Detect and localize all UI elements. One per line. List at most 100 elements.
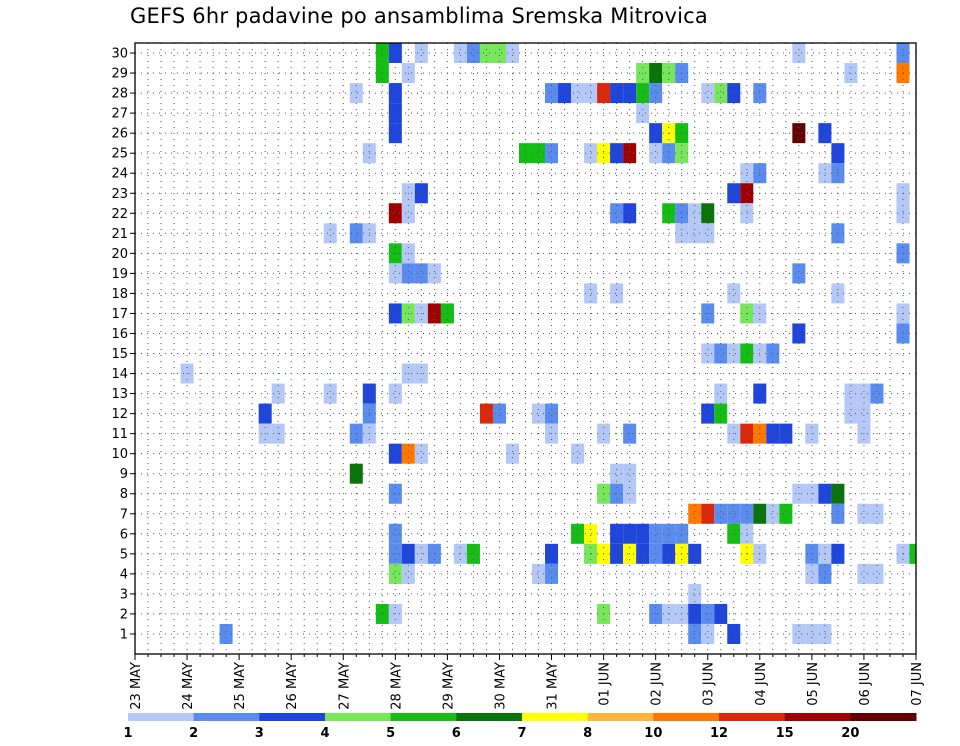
heatmap-cell — [532, 143, 546, 164]
x-tick-label: 26 MAY — [285, 662, 300, 710]
heatmap-cell — [323, 223, 337, 244]
colorbar-swatch — [193, 713, 260, 721]
heatmap-cell — [701, 83, 715, 104]
heatmap-cell — [636, 523, 650, 544]
colorbar-label: 1 — [123, 726, 132, 741]
colorbar-label: 12 — [710, 726, 728, 741]
colorbar-label: 15 — [776, 726, 794, 741]
heatmap-cell — [896, 203, 910, 224]
x-tick-label: 31 MAY — [546, 662, 561, 710]
heatmap-cell — [766, 343, 780, 364]
y-tick-label: 30 — [111, 47, 128, 62]
heatmap-cell — [388, 523, 402, 544]
heatmap-cell — [818, 623, 832, 644]
y-tick-label: 10 — [111, 447, 128, 462]
heatmap-cell — [349, 223, 363, 244]
heatmap-cell — [844, 403, 858, 424]
heatmap-cell — [688, 223, 702, 244]
heatmap-cell — [727, 343, 741, 364]
colorbar-label: 7 — [517, 726, 526, 741]
heatmap-cell — [271, 383, 285, 404]
heatmap-cell — [727, 523, 741, 544]
heatmap-cell — [779, 503, 793, 524]
heatmap-cell — [649, 83, 663, 104]
heatmap-cell — [388, 383, 402, 404]
x-tick-label: 04 JUN — [754, 662, 769, 706]
x-tick-label: 07 JUN — [910, 662, 925, 706]
heatmap-cell — [701, 203, 715, 224]
heatmap-cell — [466, 43, 480, 64]
colorbar-swatch — [259, 713, 326, 721]
heatmap-cell — [870, 503, 884, 524]
chart-title: GEFS 6hr padavine po ansamblima Sremska … — [130, 4, 708, 28]
heatmap-cell — [545, 403, 559, 424]
colorbar-label: 6 — [452, 726, 461, 741]
x-tick-label: 29 MAY — [441, 662, 456, 710]
colorbar-swatch — [850, 713, 917, 721]
heatmap-cell — [623, 463, 637, 484]
heatmap-cell — [714, 503, 728, 524]
heatmap-cell — [610, 143, 624, 164]
y-tick-label: 11 — [111, 427, 128, 442]
heatmap-cell — [714, 343, 728, 364]
heatmap-cell — [857, 383, 871, 404]
heatmap-cell — [714, 83, 728, 104]
heatmap-cell — [584, 283, 598, 304]
heatmap-cell — [414, 263, 428, 284]
heatmap-cell — [453, 43, 467, 64]
heatmap-cell — [584, 143, 598, 164]
y-tick-label: 15 — [111, 347, 128, 362]
heatmap-cell — [766, 503, 780, 524]
heatmap-cell — [688, 203, 702, 224]
colorbar-label: 5 — [386, 726, 395, 741]
colorbar-label: 2 — [189, 726, 198, 741]
heatmap-cell — [258, 403, 272, 424]
heatmap-cell — [323, 383, 337, 404]
heatmap-cell — [505, 43, 519, 64]
colorbar-swatch — [587, 713, 654, 721]
heatmap-cell — [727, 503, 741, 524]
heatmap-cell — [649, 523, 663, 544]
heatmap-cell — [844, 383, 858, 404]
heatmap-cell — [610, 523, 624, 544]
heatmap-cell — [492, 43, 506, 64]
heatmap-cell — [414, 43, 428, 64]
heatmap-cell — [792, 263, 806, 284]
heatmap-cell — [662, 523, 676, 544]
x-tick-label: 25 MAY — [233, 662, 248, 710]
heatmap-cell — [388, 43, 402, 64]
colorbar-label: 4 — [320, 726, 329, 741]
heatmap-cell — [857, 403, 871, 424]
y-tick-label: 18 — [111, 287, 128, 302]
heatmap-cell — [610, 283, 624, 304]
colorbar-label: 20 — [841, 726, 859, 741]
heatmap-cell — [727, 623, 741, 644]
heatmap-cell — [545, 83, 559, 104]
heatmap-cell — [805, 623, 819, 644]
y-tick-label: 6 — [120, 527, 128, 542]
colorbar-swatch — [456, 713, 523, 721]
heatmap-cell — [545, 143, 559, 164]
y-tick-label: 19 — [111, 267, 128, 282]
heatmap-cell — [623, 83, 637, 104]
heatmap-cell — [909, 543, 916, 564]
x-tick-label: 01 JUN — [598, 662, 613, 706]
heatmap-cell — [388, 563, 402, 584]
y-tick-label: 28 — [111, 87, 128, 102]
heatmap-cell — [870, 563, 884, 584]
heatmap-cell — [688, 623, 702, 644]
heatmap-cell — [375, 43, 389, 64]
x-tick-label: 03 JUN — [702, 662, 717, 706]
heatmap-cell — [532, 403, 546, 424]
heatmap-cell — [388, 203, 402, 224]
x-tick-label: 05 JUN — [806, 662, 821, 706]
colorbar-swatch — [522, 713, 589, 721]
heatmap-cell — [896, 323, 910, 344]
heatmap-cell — [571, 523, 585, 544]
colorbar-swatch — [390, 713, 457, 721]
y-tick-label: 21 — [111, 227, 128, 242]
x-tick-label: 02 JUN — [650, 662, 665, 706]
heatmap-cell — [792, 43, 806, 64]
